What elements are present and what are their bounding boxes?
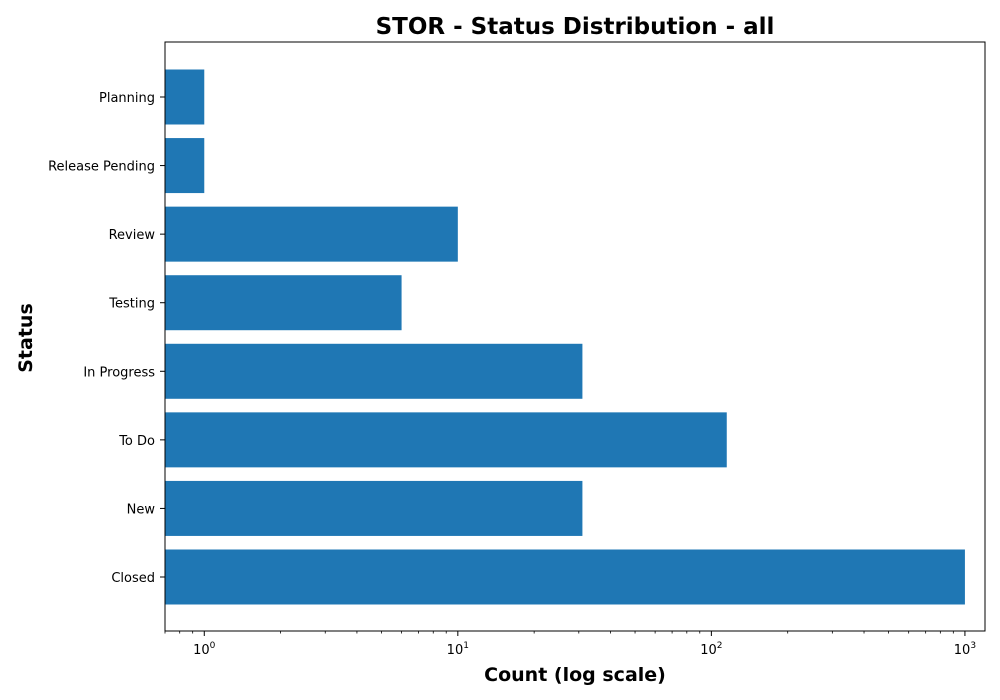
- y-tick-label: Planning: [99, 91, 155, 106]
- bar-release-pending: [165, 138, 205, 194]
- y-tick-label: Release Pending: [48, 160, 155, 175]
- y-tick-label: New: [127, 502, 156, 517]
- y-tick-label: Closed: [111, 571, 155, 586]
- y-tick-label: In Progress: [83, 365, 155, 380]
- x-axis-ticks: 100 101 102 103: [164, 631, 976, 658]
- y-tick-label: To Do: [118, 434, 155, 449]
- plot-area-frame: [164, 41, 986, 632]
- bar-planning: [165, 69, 205, 125]
- y-tick-label: Review: [109, 228, 156, 243]
- x-tick-label: 103: [954, 641, 976, 658]
- bar-to-do: [165, 412, 727, 468]
- x-tick-label: 100: [193, 641, 216, 658]
- y-axis-ticks: Closed New To Do In Progress Testing Review Re…: [48, 91, 165, 586]
- chart-title: STOR - Status Distribution - all: [376, 14, 775, 40]
- y-axis-label: Status: [15, 303, 37, 373]
- x-axis-label: Count (log scale): [484, 664, 666, 686]
- y-tick-label: Testing: [108, 297, 155, 312]
- bar-in-progress: [165, 343, 583, 399]
- x-tick-label: 101: [447, 641, 469, 658]
- bar-new: [165, 480, 583, 536]
- x-tick-label: 102: [700, 641, 722, 658]
- bars-group: [165, 69, 965, 605]
- bar-closed: [165, 549, 965, 605]
- bar-testing: [165, 275, 402, 331]
- bar-review: [165, 206, 458, 262]
